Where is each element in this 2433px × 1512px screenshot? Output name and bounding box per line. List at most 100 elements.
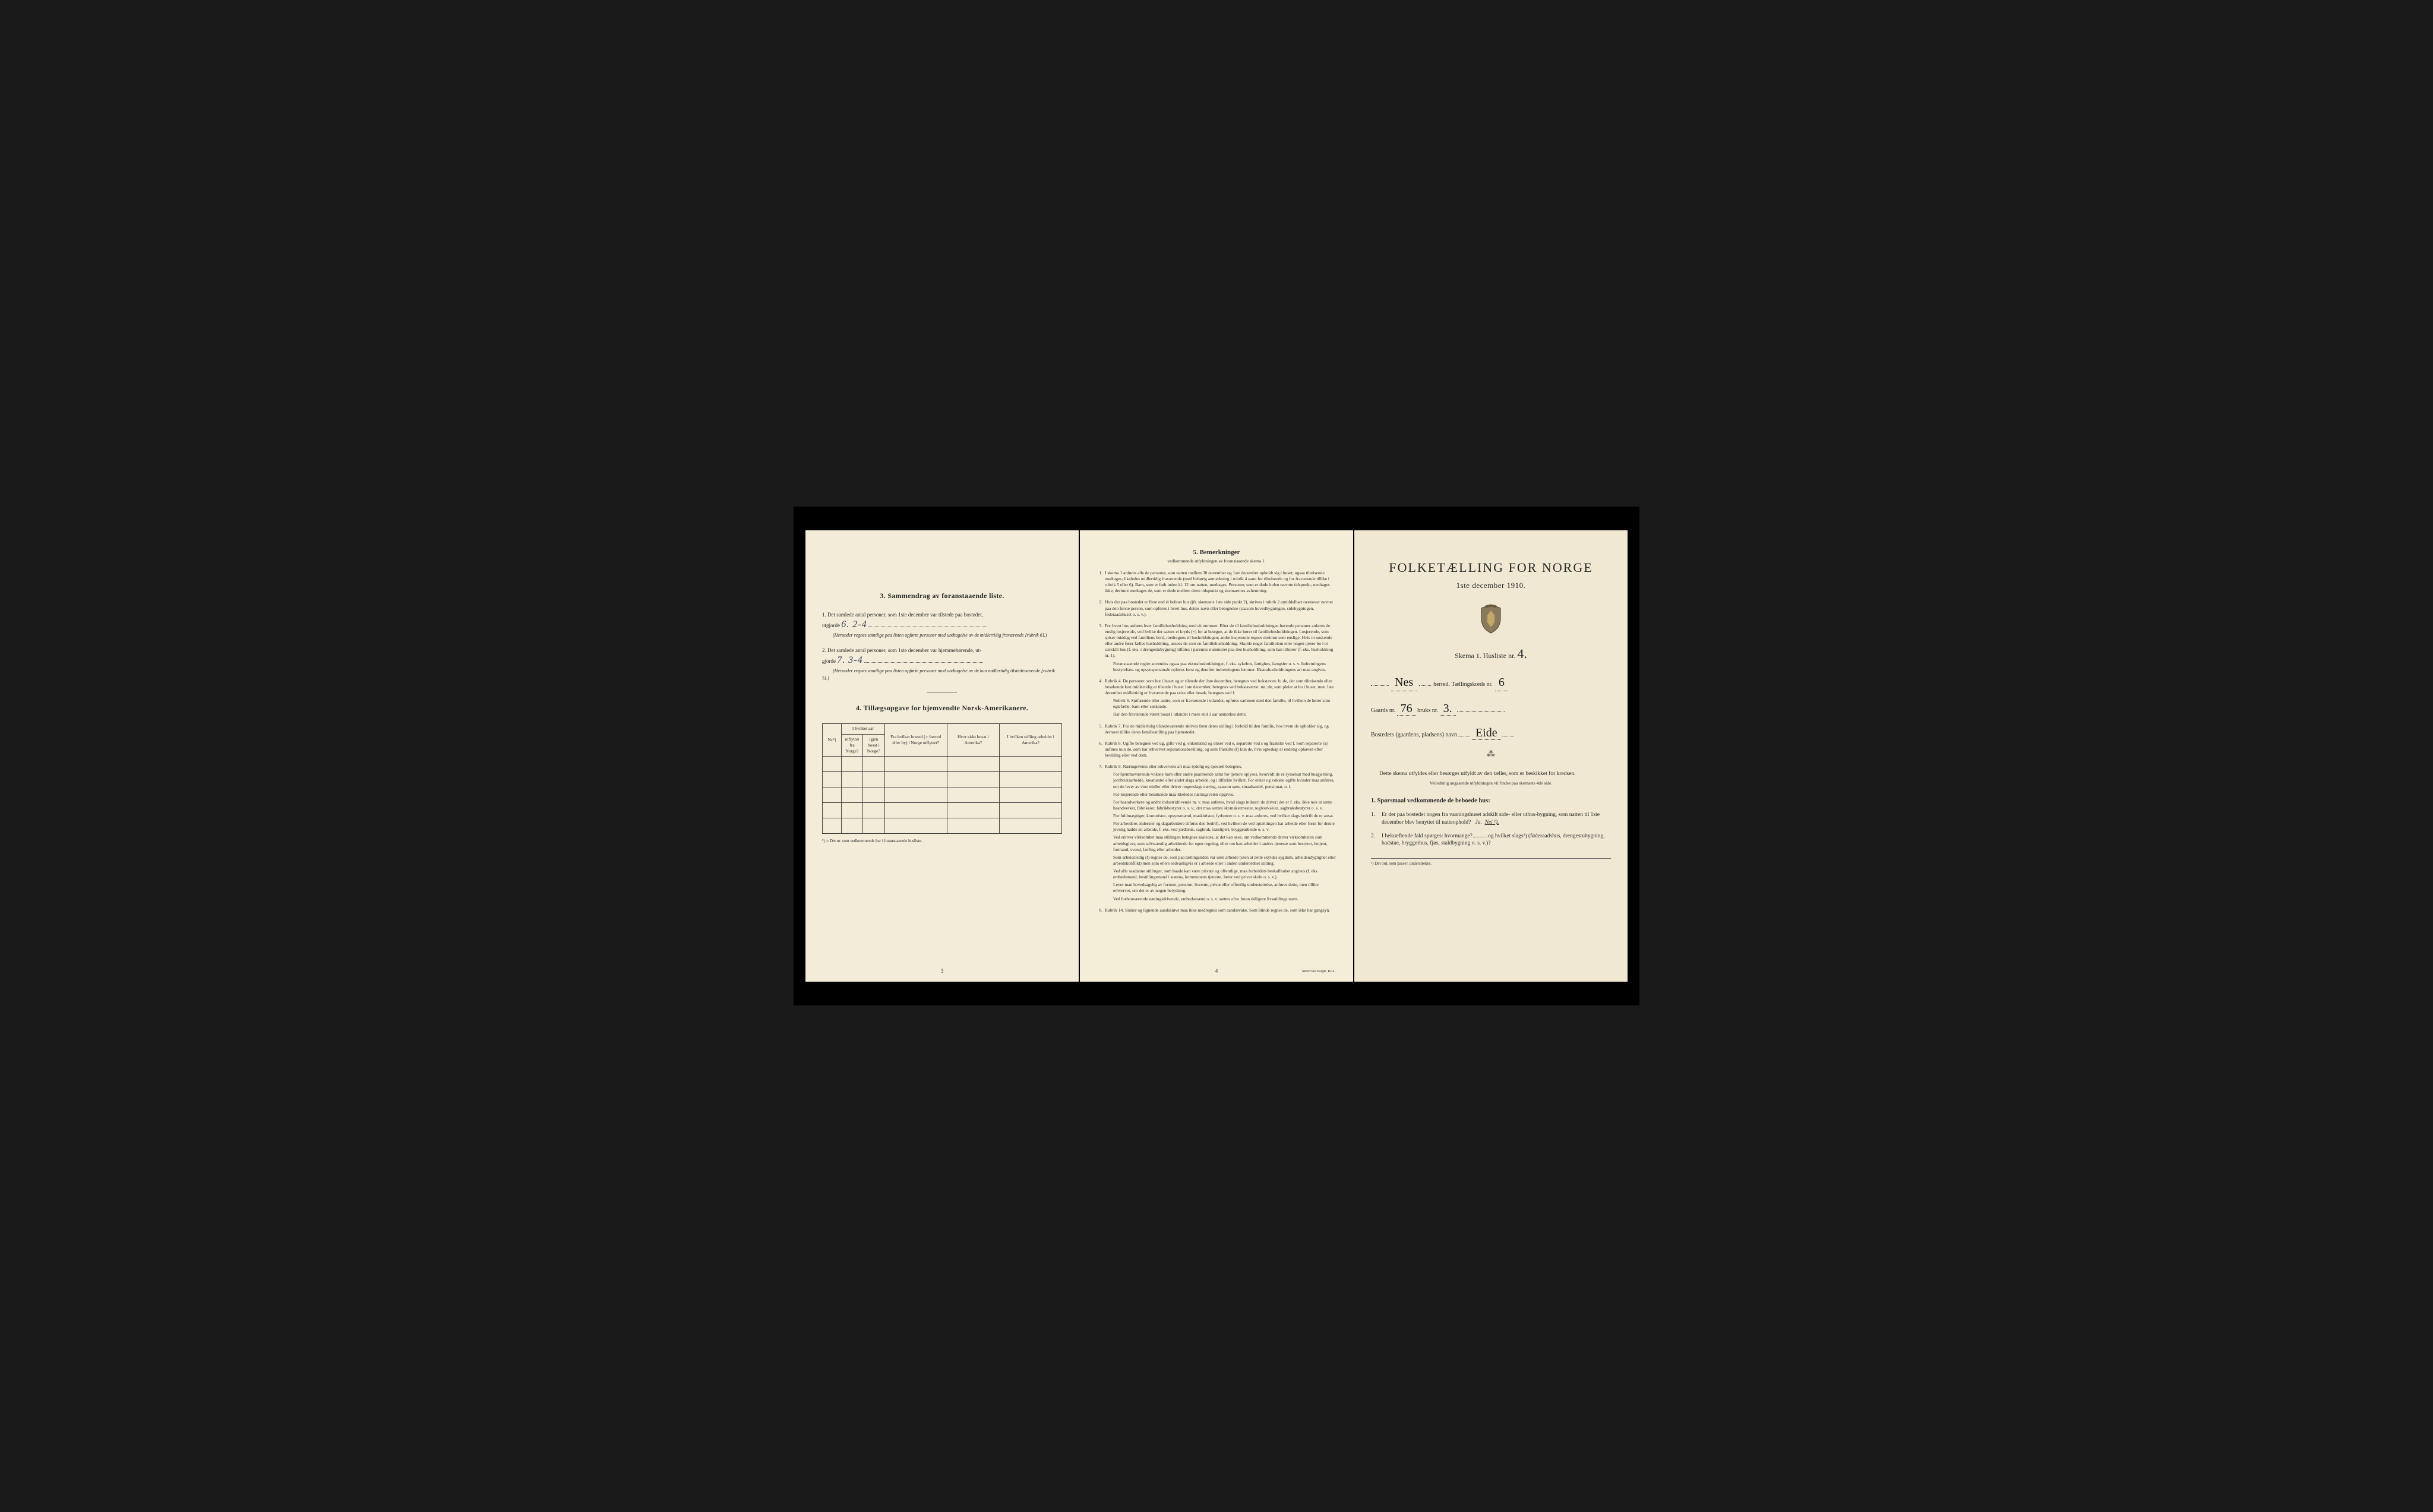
herred-line: Nes herred. Tællingskreds nr. 6 — [1371, 675, 1611, 691]
remark-body: Rubrik 9. Næringsveien eller erhvervets … — [1105, 764, 1336, 904]
remark-paragraph: For hvert hus anføres hver familiehushol… — [1105, 623, 1336, 659]
question-2: 2. I bekræftende fald spørges: hvormange… — [1371, 833, 1611, 848]
bruk-label: bruks nr. — [1417, 707, 1438, 714]
page-4: 5. Bemerkninger vedkommende utfyldningen… — [1080, 530, 1353, 982]
remark-paragraph: I skema 1 anføres alle de personer, som … — [1105, 570, 1336, 594]
remarks-subtitle: vedkommende utfyldningen av foranstaaend… — [1097, 558, 1336, 564]
kreds-nr: 6 — [1495, 675, 1508, 691]
th-igjen: igjen bosat i Norge? — [862, 734, 884, 756]
table-row — [823, 771, 1062, 787]
remark-item: 1.I skema 1 anføres alle de personer, so… — [1097, 570, 1336, 596]
instruction-sub: Veiledning angaaende utfyldningen vil fi… — [1371, 780, 1611, 786]
table-row — [823, 802, 1062, 818]
remark-num: 5. — [1097, 723, 1105, 737]
remark-num: 6. — [1097, 741, 1105, 760]
gaard-line: Gaards nr. 76 bruks nr. 3. — [1371, 701, 1611, 717]
coat-of-arms-icon — [1478, 603, 1504, 634]
remark-paragraph: Rubrik 7. For de midlertidig tilstedevær… — [1105, 723, 1336, 735]
q1-num: 1. — [1371, 811, 1382, 827]
remark-item: 4.Rubrik 4. De personer, som bor i huset… — [1097, 678, 1336, 720]
remark-num: 4. — [1097, 678, 1105, 720]
gaard-nr: 76 — [1397, 702, 1416, 716]
footnote-1: ¹) ɔ: Det nr. som vedkommende har i fora… — [822, 839, 1062, 844]
remark-paragraph: Rubrik 9. Næringsveien eller erhvervets … — [1105, 764, 1336, 770]
q1-body: Er der paa bostedet nogen fra vaaningshu… — [1382, 811, 1611, 827]
page-title-page: FOLKETÆLLING FOR NORGE 1ste december 191… — [1354, 530, 1628, 982]
item1-label: utgjorde — [822, 622, 840, 628]
remark-num: 1. — [1097, 570, 1105, 596]
th-aar-group: I hvilket aar — [842, 724, 885, 734]
page-number: 4 — [1215, 967, 1218, 975]
document-spread: 3. Sammendrag av foranstaaende liste. 1.… — [794, 507, 1639, 1005]
bruk-nr: 3. — [1440, 702, 1456, 716]
bosted-line: Bostedets (gaardens, pladsens) navn Eide — [1371, 725, 1611, 741]
fill-line — [868, 621, 987, 627]
gaard-label: Gaards nr. — [1371, 707, 1395, 714]
bosted-label: Bostedets (gaardens, pladsens) navn — [1371, 732, 1457, 738]
skema-nr: 4. — [1517, 646, 1527, 661]
main-title: FOLKETÆLLING FOR NORGE — [1371, 559, 1611, 577]
q2-num: 2. — [1371, 833, 1382, 848]
remark-paragraph: Som arbeidsledig (l) regnes de, som paa … — [1113, 855, 1336, 866]
th-utflyttet: utflyttet fra Norge? — [842, 734, 863, 756]
remark-item: 6.Rubrik 8. Ugifte betegnes ved ug, gift… — [1097, 741, 1336, 760]
skema-line: Skema 1. Husliste nr. 4. — [1371, 645, 1611, 663]
remark-body: For hvert hus anføres hver familiehushol… — [1105, 623, 1336, 675]
census-date: 1ste december 1910. — [1371, 580, 1611, 591]
remark-body: Hvis der paa bostedet er flere end ét be… — [1105, 599, 1336, 619]
remark-item: 7.Rubrik 9. Næringsveien eller erhvervet… — [1097, 764, 1336, 904]
remark-item: 2.Hvis der paa bostedet er flere end ét … — [1097, 599, 1336, 619]
norsk-amerikanere-table: Nr.¹) I hvilket aar Fra hvilket bosted (… — [822, 723, 1062, 834]
item2-note: (Herunder regnes samtlige paa listen opf… — [822, 668, 1055, 681]
item2-value: 7. 3-4 — [837, 655, 862, 665]
remark-item: 3.For hvert hus anføres hver familiehush… — [1097, 623, 1336, 675]
remark-paragraph: Ved enhver virksomhet maa stillingen bet… — [1113, 834, 1336, 852]
remark-body: Rubrik 14. Sinker og lignende aandssløve… — [1105, 907, 1336, 915]
herred-label: herred. Tællingskreds nr. — [1433, 681, 1493, 689]
section3-heading: 3. Sammendrag av foranstaaende liste. — [822, 591, 1062, 600]
remark-body: Rubrik 8. Ugifte betegnes ved ug, gifte … — [1105, 741, 1336, 760]
summary-item-2: 2. Det samlede antal personer, som 1ste … — [822, 647, 1062, 681]
remark-item: 8.Rubrik 14. Sinker og lignende aandsslø… — [1097, 907, 1336, 915]
item1-text: 1. Det samlede antal personer, som 1ste … — [822, 612, 983, 618]
remark-paragraph: Ved alle saadanne stillinger, som baade … — [1113, 868, 1336, 880]
remark-paragraph: For hjemmeværende voksne barn eller andr… — [1113, 771, 1336, 789]
remark-paragraph: Rubrik 6. Sjøfarende eller andre, som er… — [1113, 698, 1336, 710]
remark-paragraph: Foranstaaende regler anvendes ogsaa paa … — [1113, 661, 1336, 673]
remark-paragraph: Rubrik 14. Sinker og lignende aandssløve… — [1105, 907, 1336, 913]
remark-paragraph: For fuldmægtiger, kontorister, opsynsmæn… — [1113, 813, 1336, 819]
section4-heading: 4. Tillægsopgave for hjemvendte Norsk-Am… — [822, 703, 1062, 713]
page-3: 3. Sammendrag av foranstaaende liste. 1.… — [805, 530, 1079, 982]
instruction-text: Dette skema utfyldes eller besørges utfy… — [1371, 770, 1611, 778]
page-number: 3 — [941, 967, 944, 975]
remark-paragraph: For arbeidere, inderster og dagarbeidere… — [1113, 821, 1336, 833]
remark-body: I skema 1 anføres alle de personer, som … — [1105, 570, 1336, 596]
table-row — [823, 818, 1062, 833]
question-1: 1. Er der paa bostedet nogen fra vaaning… — [1371, 811, 1611, 827]
herred-value: Nes — [1391, 675, 1417, 691]
remark-paragraph: Rubrik 8. Ugifte betegnes ved ug, gifte … — [1105, 741, 1336, 758]
question-heading: 1. Spørsmaal vedkommende de beboede hus: — [1371, 797, 1611, 805]
th-stilling: I hvilken stilling arbeidet i Amerika? — [1000, 724, 1062, 757]
remark-paragraph: Hvis der paa bostedet er flere end ét be… — [1105, 599, 1336, 617]
ornament-icon: ⁂ — [1371, 749, 1611, 761]
item2-label: gjorde — [822, 658, 836, 664]
remarks-list: 1.I skema 1 anføres alle de personer, so… — [1097, 570, 1336, 915]
remark-num: 8. — [1097, 907, 1105, 915]
remark-num: 7. — [1097, 764, 1105, 904]
remark-paragraph: Rubrik 4. De personer, som bor i huset o… — [1105, 678, 1336, 696]
answer-nei: Nei ¹). — [1485, 820, 1499, 825]
summary-item-1: 1. Det samlede antal personer, som 1ste … — [822, 611, 1062, 638]
remark-num: 2. — [1097, 599, 1105, 619]
remarks-title: 5. Bemerkninger — [1097, 548, 1336, 557]
remark-paragraph: Lever man hovedsagelig av formue, pensio… — [1113, 882, 1336, 894]
remark-body: Rubrik 4. De personer, som bor i huset o… — [1105, 678, 1336, 720]
table-row — [823, 756, 1062, 771]
remark-paragraph: Har den fraværende været bosat i utlande… — [1113, 711, 1336, 717]
remark-paragraph: For losjerende eller besøkende maa likel… — [1113, 792, 1336, 798]
item2-text: 2. Det samlede antal personer, som 1ste … — [822, 647, 981, 653]
footnote-3: ¹) Det ord, som passer, understrekes. — [1371, 858, 1611, 866]
remark-num: 3. — [1097, 623, 1105, 675]
item1-value: 6. 2-4 — [841, 619, 867, 630]
printer-mark: Steen'ske Bogtr. Kr.a. — [1302, 969, 1335, 975]
